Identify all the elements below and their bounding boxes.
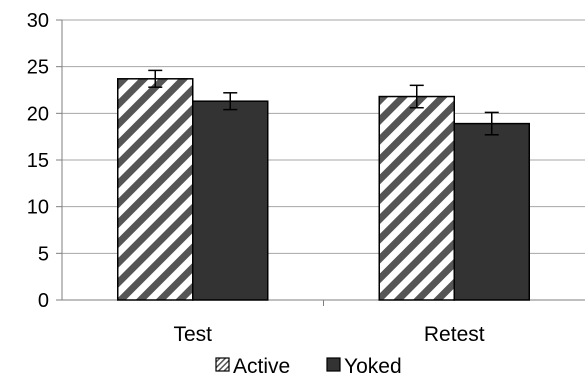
x-category-label: Test bbox=[173, 323, 212, 346]
legend-swatch bbox=[215, 357, 230, 372]
legend-label: Active bbox=[233, 355, 290, 378]
y-tick-label: 15 bbox=[27, 150, 49, 172]
axis-labels: 0 5 10 15 20 25 30 Test Retest bbox=[27, 10, 485, 346]
legend-item-yoked: Yoked bbox=[326, 355, 402, 378]
bars bbox=[117, 78, 530, 301]
error-bar-active-test bbox=[148, 69, 163, 88]
legend-swatch bbox=[326, 357, 341, 372]
legend: Active Yoked bbox=[215, 355, 402, 378]
error-bar-yoked-test bbox=[223, 92, 238, 111]
legend-label: Yoked bbox=[344, 355, 402, 378]
error-bar-yoked-retest bbox=[484, 111, 499, 136]
error-bar-active-retest bbox=[409, 84, 424, 109]
y-tick-label: 0 bbox=[38, 290, 49, 312]
bar-active-test bbox=[117, 78, 194, 301]
y-tick-label: 25 bbox=[27, 57, 49, 79]
bar-active-retest bbox=[378, 95, 455, 301]
bar-yoked-retest bbox=[453, 122, 530, 301]
x-category-label: Retest bbox=[424, 323, 485, 346]
y-tick-label: 5 bbox=[38, 243, 49, 265]
bar-yoked-test bbox=[192, 100, 269, 301]
y-tick-label: 20 bbox=[27, 103, 49, 125]
y-tick-label: 10 bbox=[27, 197, 49, 219]
y-tick-label: 30 bbox=[27, 10, 49, 32]
legend-item-active: Active bbox=[215, 355, 290, 378]
error-bars bbox=[148, 69, 499, 136]
